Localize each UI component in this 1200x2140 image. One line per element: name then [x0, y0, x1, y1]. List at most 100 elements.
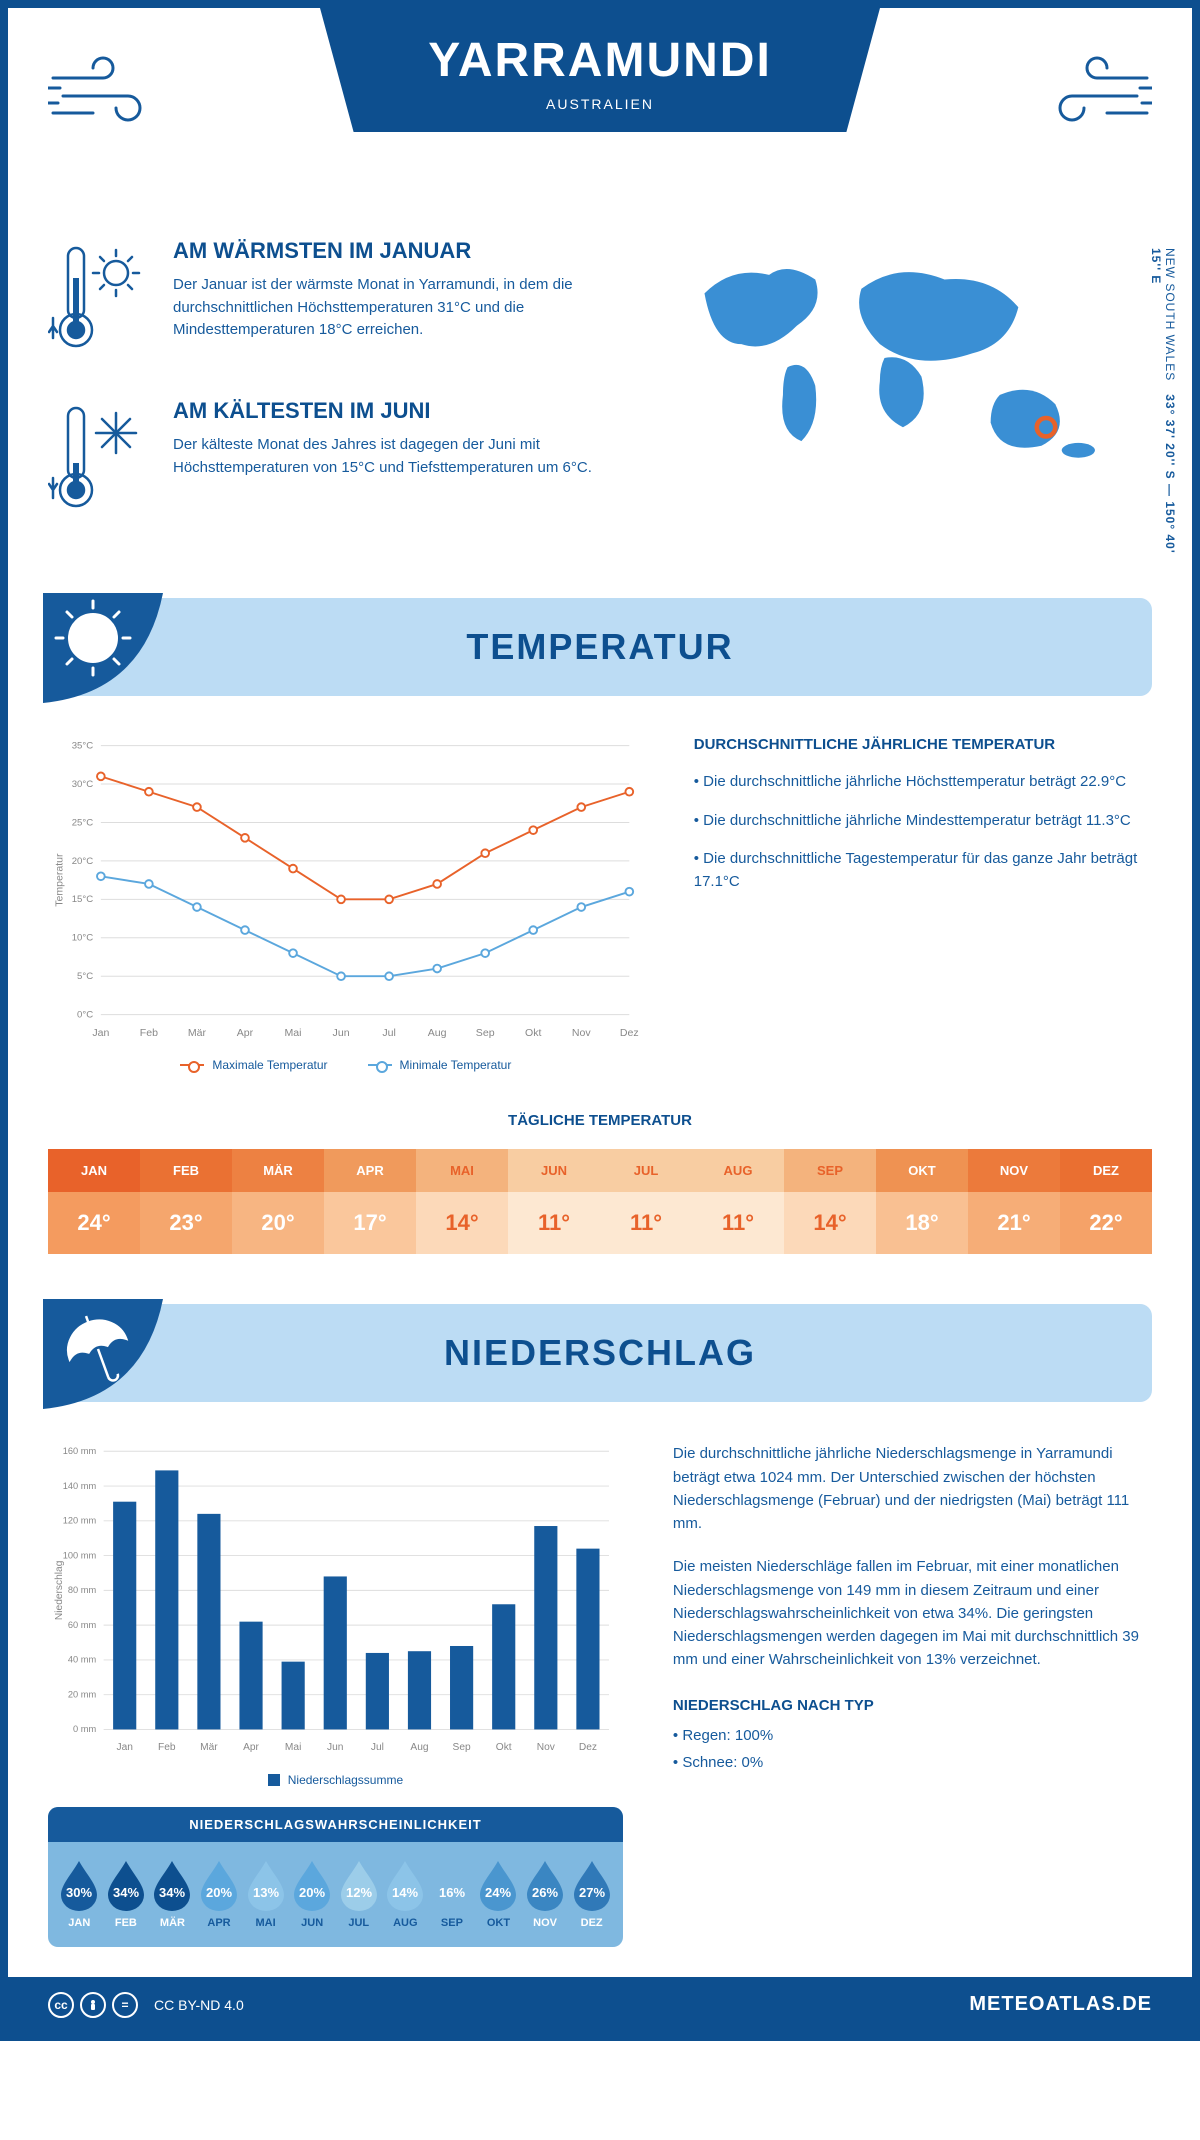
coldest-heading: AM KÄLTESTEN IM JUNI: [173, 398, 605, 424]
probability-drop: 34% MÄR: [149, 1857, 196, 1929]
svg-text:Jul: Jul: [382, 1027, 395, 1039]
daily-temp-cell: OKT 18°: [876, 1149, 968, 1254]
svg-text:12%: 12%: [346, 1885, 372, 1900]
legend-max-label: Maximale Temperatur: [212, 1058, 327, 1072]
svg-text:34%: 34%: [113, 1885, 139, 1900]
svg-text:Jan: Jan: [116, 1742, 132, 1753]
svg-text:10°C: 10°C: [72, 933, 94, 944]
legend-swatch-icon: [268, 1774, 280, 1786]
legend-max: Maximale Temperatur: [180, 1058, 327, 1072]
svg-text:40 mm: 40 mm: [68, 1655, 97, 1665]
nd-icon: =: [112, 1992, 138, 2018]
svg-text:Jun: Jun: [333, 1027, 350, 1039]
wind-icon: [48, 48, 178, 143]
page-subtitle: AUSTRALIEN: [320, 96, 880, 112]
precipitation-content: 0 mm20 mm40 mm60 mm80 mm100 mm120 mm140 …: [48, 1442, 1152, 1946]
precipitation-section-header: NIEDERSCHLAG: [48, 1304, 1152, 1402]
svg-text:160 mm: 160 mm: [63, 1447, 97, 1457]
precip-legend: Niederschlagssumme: [48, 1773, 623, 1787]
svg-text:Sep: Sep: [476, 1027, 495, 1039]
precip-paragraph-1: Die durchschnittliche jährliche Niedersc…: [673, 1442, 1152, 1535]
svg-text:Aug: Aug: [410, 1742, 428, 1753]
probability-drop: 26% NOV: [522, 1857, 569, 1929]
precip-type-snow: • Schnee: 0%: [673, 1751, 1152, 1774]
daily-temp-cell: APR 17°: [324, 1149, 416, 1254]
legend-min: Minimale Temperatur: [368, 1058, 512, 1072]
svg-text:Jun: Jun: [327, 1742, 343, 1753]
daily-temp-cell: SEP 14°: [784, 1149, 876, 1254]
temperature-content: 0°C5°C10°C15°C20°C25°C30°C35°CJanFebMärA…: [48, 736, 1152, 1072]
thermometer-cold-icon: [48, 398, 148, 523]
legend-min-label: Minimale Temperatur: [400, 1058, 512, 1072]
footer-brand: METEOATLAS.DE: [969, 1993, 1152, 2016]
svg-text:Nov: Nov: [572, 1027, 591, 1039]
svg-text:Mär: Mär: [188, 1027, 207, 1039]
thermometer-hot-icon: [48, 238, 148, 363]
svg-text:25°C: 25°C: [72, 817, 94, 828]
svg-text:100 mm: 100 mm: [63, 1551, 97, 1561]
daily-temp-cell: FEB 23°: [140, 1149, 232, 1254]
svg-text:26%: 26%: [532, 1885, 558, 1900]
temperature-section-header: TEMPERATUR: [48, 598, 1152, 696]
svg-text:Apr: Apr: [243, 1742, 259, 1753]
probability-drop: 20% JUN: [289, 1857, 336, 1929]
svg-text:30%: 30%: [66, 1885, 92, 1900]
probability-drop: 13% MAI: [242, 1857, 289, 1929]
legend-precip-label: Niederschlagssumme: [288, 1773, 403, 1787]
svg-text:Temperatur: Temperatur: [53, 853, 65, 907]
by-icon: [80, 1992, 106, 2018]
temp-bullet-2: • Die durchschnittliche jährliche Mindes…: [694, 810, 1152, 833]
daily-temp-cell: DEZ 22°: [1060, 1149, 1152, 1254]
svg-text:14%: 14%: [392, 1885, 418, 1900]
header: YARRAMUNDI AUSTRALIEN: [8, 8, 1192, 208]
probability-drop: 30% JAN: [56, 1857, 103, 1929]
precip-type-rain: • Regen: 100%: [673, 1724, 1152, 1747]
svg-text:20%: 20%: [299, 1885, 325, 1900]
daily-temp-cell: JAN 24°: [48, 1149, 140, 1254]
temp-bullet-3: • Die durchschnittliche Tagestemperatur …: [694, 848, 1152, 893]
svg-text:13%: 13%: [253, 1885, 279, 1900]
warmest-block: AM WÄRMSTEN IM JANUAR Der Januar ist der…: [48, 238, 605, 363]
probability-drop: 24% OKT: [475, 1857, 522, 1929]
probability-drop: 27% DEZ: [568, 1857, 615, 1929]
svg-text:Dez: Dez: [579, 1742, 597, 1753]
svg-text:Sep: Sep: [453, 1742, 471, 1753]
precipitation-heading: NIEDERSCHLAG: [48, 1332, 1152, 1374]
daily-temp-cell: JUN 11°: [508, 1149, 600, 1254]
svg-text:20 mm: 20 mm: [68, 1690, 97, 1700]
probability-drop: 16% SEP: [429, 1857, 476, 1929]
cc-icon: cc: [48, 1992, 74, 2018]
license-label: CC BY-ND 4.0: [154, 1997, 244, 2013]
svg-text:60 mm: 60 mm: [68, 1620, 97, 1630]
probability-drop: 14% AUG: [382, 1857, 429, 1929]
coldest-text: AM KÄLTESTEN IM JUNI Der kälteste Monat …: [173, 398, 605, 523]
svg-text:120 mm: 120 mm: [63, 1516, 97, 1526]
probability-drop: 20% APR: [196, 1857, 243, 1929]
daily-temp-cell: AUG 11°: [692, 1149, 784, 1254]
probability-drop: 34% FEB: [103, 1857, 150, 1929]
region-label: NEW SOUTH WALES: [1163, 248, 1177, 381]
daily-temp-cell: JUL 11°: [600, 1149, 692, 1254]
precip-type-heading: NIEDERSCHLAG NACH TYP: [673, 1697, 1152, 1714]
info-text-column: AM WÄRMSTEN IM JANUAR Der Januar ist der…: [48, 238, 605, 558]
svg-text:Apr: Apr: [237, 1027, 254, 1039]
warmest-text: AM WÄRMSTEN IM JANUAR Der Januar ist der…: [173, 238, 605, 363]
precipitation-text-column: Die durchschnittliche jährliche Niedersc…: [673, 1442, 1152, 1946]
temperature-legend: Maximale Temperatur Minimale Temperatur: [48, 1058, 644, 1072]
svg-text:Aug: Aug: [428, 1027, 447, 1039]
svg-text:24%: 24%: [485, 1885, 511, 1900]
wind-icon: [1022, 48, 1152, 143]
daily-temp-cell: MAI 14°: [416, 1149, 508, 1254]
info-section: AM WÄRMSTEN IM JANUAR Der Januar ist der…: [48, 238, 1152, 558]
temp-bullet-1: • Die durchschnittliche jährliche Höchst…: [694, 771, 1152, 794]
temp-info-heading: DURCHSCHNITTLICHE JÄHRLICHE TEMPERATUR: [694, 736, 1152, 753]
svg-text:0°C: 0°C: [77, 1010, 93, 1021]
svg-text:Mär: Mär: [200, 1742, 218, 1753]
map-column: NEW SOUTH WALES 33° 37' 20'' S — 150° 40…: [645, 238, 1152, 558]
svg-text:20°C: 20°C: [72, 856, 94, 867]
title-banner: YARRAMUNDI AUSTRALIEN: [320, 8, 880, 132]
svg-text:27%: 27%: [579, 1885, 605, 1900]
svg-text:30°C: 30°C: [72, 779, 94, 790]
world-map-icon: [645, 238, 1152, 478]
svg-text:Dez: Dez: [620, 1027, 639, 1039]
